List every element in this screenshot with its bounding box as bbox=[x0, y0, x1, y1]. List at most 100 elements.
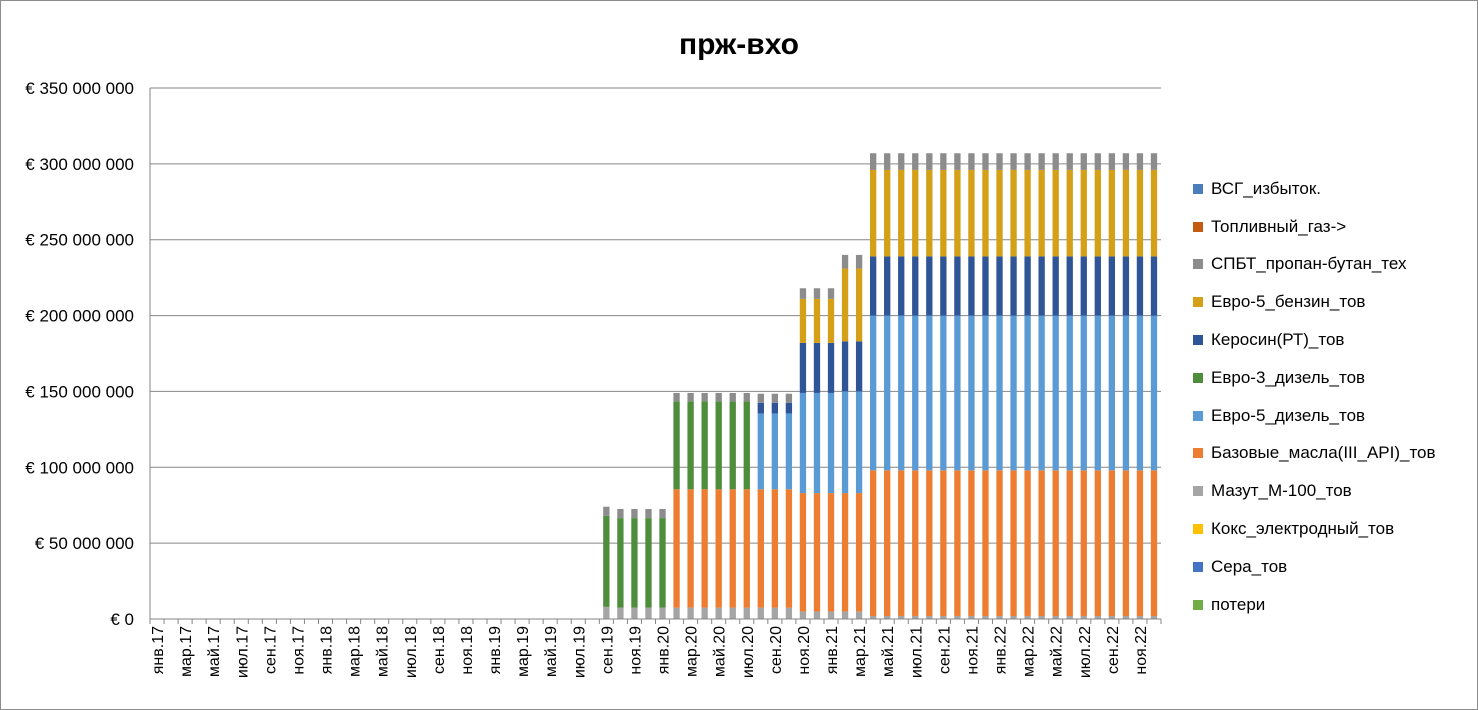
bar-segment-керосин-рт-тов bbox=[1150, 256, 1158, 316]
bar-segment-евро-5-бензин-тов bbox=[869, 169, 877, 257]
bar-segment-базовые-масла-iii-api-тов bbox=[968, 470, 975, 616]
bar-segment-мазут-м-100-тов bbox=[869, 615, 877, 619]
legend-item: Керосин(РТ)_тов bbox=[1193, 321, 1473, 359]
bar-segment-базовые-масла-iii-api-тов bbox=[1052, 470, 1059, 616]
bar-segment-евро-5-дизель-тов bbox=[982, 315, 989, 471]
bar-segment-спбт-пропан-бутан-тех bbox=[743, 392, 750, 402]
legend-item: потери bbox=[1193, 586, 1473, 624]
bar-segment-евро-3-дизель-тов bbox=[715, 401, 722, 490]
x-tick-label: сен.20 bbox=[768, 626, 785, 674]
legend-swatch bbox=[1193, 561, 1203, 572]
bar-segment-мазут-м-100-тов bbox=[855, 611, 863, 619]
bar-segment-евро-3-дизель-тов bbox=[673, 401, 680, 490]
x-tick-label: мар.20 bbox=[684, 626, 701, 677]
legend-label: Сера_тов bbox=[1211, 556, 1288, 576]
bar-segment-спбт-пропан-бутан-тех bbox=[799, 288, 807, 299]
bar-segment-спбт-пропан-бутан-тех bbox=[855, 254, 863, 269]
bar-segment-мазут-м-100-тов bbox=[631, 607, 638, 619]
y-tick-label: € 200 000 000 bbox=[25, 307, 134, 326]
bar-segment-керосин-рт-тов bbox=[771, 402, 779, 414]
legend-swatch bbox=[1193, 183, 1203, 194]
bar-segment-спбт-пропан-бутан-тех bbox=[1122, 153, 1130, 170]
bar-segment-мазут-м-100-тов bbox=[645, 607, 652, 619]
bar-segment-евро-3-дизель-тов bbox=[729, 401, 736, 490]
x-axis-ticks: янв.17 мар.17 май.17 июл.17 сен.17 ноя.17 янв.… bbox=[150, 626, 1150, 678]
bar-segment-спбт-пропан-бутан-тех bbox=[982, 153, 989, 170]
bar-segment-спбт-пропан-бутан-тех bbox=[785, 393, 793, 403]
bar-segment-евро-5-бензин-тов bbox=[827, 298, 835, 343]
bar-segment-евро-5-бензин-тов bbox=[1024, 169, 1031, 257]
bar-segment-евро-5-дизель-тов bbox=[799, 392, 807, 494]
bar-segment-базовые-масла-iii-api-тов bbox=[1066, 470, 1073, 616]
bar-segment-базовые-масла-iii-api-тов bbox=[884, 470, 891, 616]
x-tick-label: ноя.22 bbox=[1133, 626, 1150, 675]
bar-segment-базовые-масла-iii-api-тов bbox=[813, 493, 821, 612]
bar-segment-мазут-м-100-тов bbox=[1038, 615, 1045, 619]
bar-segment-евро-3-дизель-тов bbox=[645, 518, 652, 608]
legend-label: Кокс_электродный_тов bbox=[1211, 519, 1395, 539]
bar-segment-базовые-масла-iii-api-тов bbox=[1080, 470, 1087, 616]
bar-segment-евро-5-дизель-тов bbox=[1094, 315, 1101, 471]
bar-segment-базовые-масла-iii-api-тов bbox=[1136, 470, 1144, 616]
x-tick-label: сен.17 bbox=[262, 626, 279, 674]
bar-segment-евро-3-дизель-тов bbox=[687, 401, 694, 490]
bar-segment-базовые-масла-iii-api-тов bbox=[1108, 470, 1116, 616]
x-tick-label: июл.21 bbox=[908, 626, 925, 678]
bar-segment-керосин-рт-тов bbox=[898, 256, 905, 316]
bar-segment-мазут-м-100-тов bbox=[673, 607, 680, 619]
bar-segment-керосин-рт-тов bbox=[982, 256, 989, 316]
bar-segment-евро-5-бензин-тов bbox=[898, 169, 905, 257]
bar-segment-базовые-масла-iii-api-тов bbox=[673, 489, 680, 608]
bar-segment-евро-5-дизель-тов bbox=[771, 413, 779, 490]
bar-segment-спбт-пропан-бутан-тех bbox=[954, 153, 961, 170]
bar-segment-керосин-рт-тов bbox=[1066, 256, 1073, 316]
bar-segment-мазут-м-100-тов bbox=[982, 615, 989, 619]
y-tick-label: € 350 000 000 bbox=[25, 79, 134, 98]
bar-segment-спбт-пропан-бутан-тех bbox=[645, 509, 652, 519]
bar-segment-мазут-м-100-тов bbox=[1122, 615, 1130, 619]
bar-segment-базовые-масла-iii-api-тов bbox=[1010, 470, 1017, 616]
legend-label: Топливный_газ-> bbox=[1211, 216, 1347, 236]
legend-item: ВСГ_избыток. bbox=[1193, 170, 1473, 208]
bar-segment-базовые-масла-iii-api-тов bbox=[1150, 470, 1158, 616]
bar-segment-мазут-м-100-тов bbox=[1066, 615, 1073, 619]
bar-segment-мазут-м-100-тов bbox=[1052, 615, 1059, 619]
bar-segment-базовые-масла-iii-api-тов bbox=[757, 489, 764, 608]
bar-segment-спбт-пропан-бутан-тех bbox=[841, 254, 849, 269]
y-tick-label: € 250 000 000 bbox=[25, 231, 134, 250]
x-tick-label: июл.22 bbox=[1077, 626, 1094, 678]
bar-segment-мазут-м-100-тов bbox=[841, 611, 849, 619]
bar-segment-базовые-масла-iii-api-тов bbox=[1038, 470, 1045, 616]
legend-label: Базовые_масла(III_API)_тов bbox=[1211, 443, 1436, 463]
bar-segment-евро-5-бензин-тов bbox=[982, 169, 989, 257]
bar-segment-спбт-пропан-бутан-тех bbox=[940, 153, 947, 170]
bar-segment-базовые-масла-iii-api-тов bbox=[926, 470, 933, 616]
bar-segment-евро-5-дизель-тов bbox=[996, 315, 1003, 471]
bar-segment-мазут-м-100-тов bbox=[757, 607, 764, 619]
x-tick-label: сен.21 bbox=[936, 626, 953, 674]
x-tick-label: мар.22 bbox=[1021, 626, 1038, 677]
bar-segment-базовые-масла-iii-api-тов bbox=[785, 489, 793, 608]
bar-segment-спбт-пропан-бутан-тех bbox=[1010, 153, 1017, 170]
x-tick-label: мар.17 bbox=[178, 626, 195, 677]
bar-segment-евро-5-бензин-тов bbox=[1038, 169, 1045, 257]
bar-segment-базовые-масла-iii-api-тов bbox=[771, 489, 779, 608]
bar-segment-евро-5-бензин-тов bbox=[996, 169, 1003, 257]
x-tick-label: янв.18 bbox=[319, 626, 336, 674]
bar-segment-евро-5-дизель-тов bbox=[898, 315, 905, 471]
y-tick-label: € 150 000 000 bbox=[25, 382, 134, 401]
legend-label: потери bbox=[1211, 594, 1266, 614]
bar-segment-керосин-рт-тов bbox=[799, 342, 807, 393]
bar-segment-керосин-рт-тов bbox=[1038, 256, 1045, 316]
bar-segment-спбт-пропан-бутан-тех bbox=[996, 153, 1003, 170]
bar-segment-мазут-м-100-тов bbox=[1010, 615, 1017, 619]
bar-segment-мазут-м-100-тов bbox=[1150, 615, 1158, 619]
x-tick-label: ноя.18 bbox=[459, 626, 476, 675]
bar-segment-базовые-масла-iii-api-тов bbox=[954, 470, 961, 616]
legend-item: Сера_тов bbox=[1193, 548, 1473, 586]
bar-segment-евро-5-дизель-тов bbox=[1066, 315, 1073, 471]
bar-segment-керосин-рт-тов bbox=[884, 256, 891, 316]
bar-segment-евро-5-дизель-тов bbox=[1136, 315, 1144, 471]
bar-segment-спбт-пропан-бутан-тех bbox=[729, 392, 736, 402]
x-tick-label: мар.21 bbox=[852, 626, 869, 677]
